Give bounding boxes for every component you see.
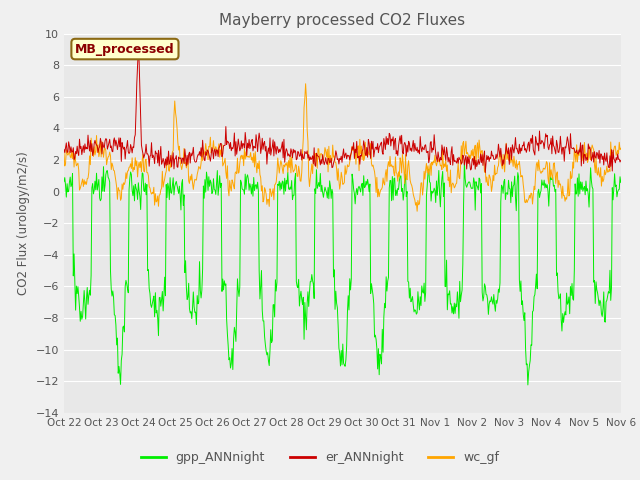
Title: Mayberry processed CO2 Fluxes: Mayberry processed CO2 Fluxes: [220, 13, 465, 28]
Y-axis label: CO2 Flux (urology/m2/s): CO2 Flux (urology/m2/s): [17, 151, 30, 295]
Legend: gpp_ANNnight, er_ANNnight, wc_gf: gpp_ANNnight, er_ANNnight, wc_gf: [136, 446, 504, 469]
Text: MB_processed: MB_processed: [75, 43, 175, 56]
